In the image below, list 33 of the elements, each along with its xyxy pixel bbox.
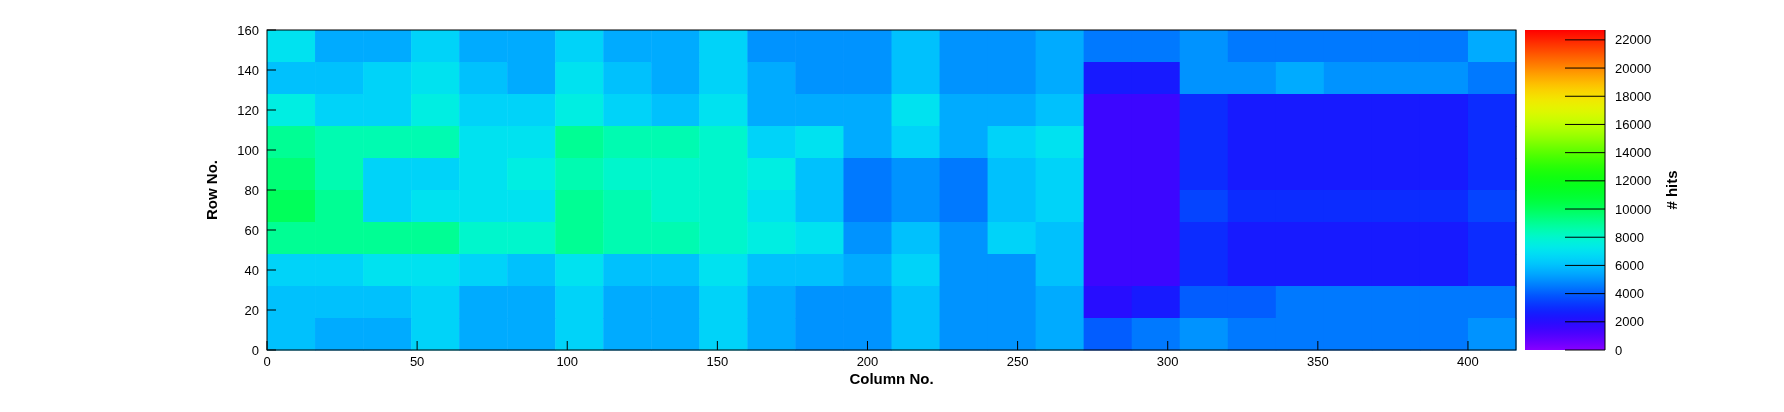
color-bar-label: 22000 (1615, 32, 1652, 48)
y-tick-label: 160 (237, 22, 259, 38)
y-tick-label: 120 (237, 102, 259, 118)
color-bar-label: 2000 (1615, 314, 1644, 330)
x-tick-label: 400 (1457, 354, 1479, 369)
y-tick-label: 60 (244, 222, 259, 238)
x-tick-label: 300 (1156, 354, 1179, 369)
color-bar-label: 16000 (1615, 116, 1652, 132)
color-bar-label: 10000 (1615, 201, 1652, 217)
x-tick-label: 0 (263, 354, 271, 369)
color-bar-label: 6000 (1615, 257, 1644, 273)
x-tick-label: 350 (1306, 354, 1329, 369)
y-tick-label: 20 (244, 302, 259, 318)
x-tick-label: 200 (856, 354, 879, 369)
color-bar-label: 20000 (1615, 60, 1652, 76)
color-bar-label: 8000 (1615, 229, 1644, 245)
x-tick-label: 100 (556, 354, 579, 369)
y-axis-title: Row No. (203, 160, 220, 220)
y-tick-label: 0 (251, 342, 259, 358)
color-bar-label: 18000 (1615, 88, 1652, 104)
color-bar-label: 0 (1615, 342, 1623, 358)
x-tick-label: 50 (409, 354, 425, 369)
x-tick-label: 150 (706, 354, 729, 369)
y-tick-label: 80 (244, 182, 259, 198)
color-bar-label: 4000 (1615, 286, 1644, 302)
x-axis-title: Column No. (849, 370, 934, 387)
color-bar-label: 12000 (1615, 173, 1652, 189)
y-tick-label: 100 (237, 142, 259, 158)
color-bar-label: 14000 (1615, 145, 1652, 161)
x-tick-label: 250 (1006, 354, 1029, 369)
y-tick-label: 40 (244, 262, 259, 278)
color-bar-title: # hits (1663, 170, 1680, 210)
y-tick-label: 140 (237, 62, 259, 78)
